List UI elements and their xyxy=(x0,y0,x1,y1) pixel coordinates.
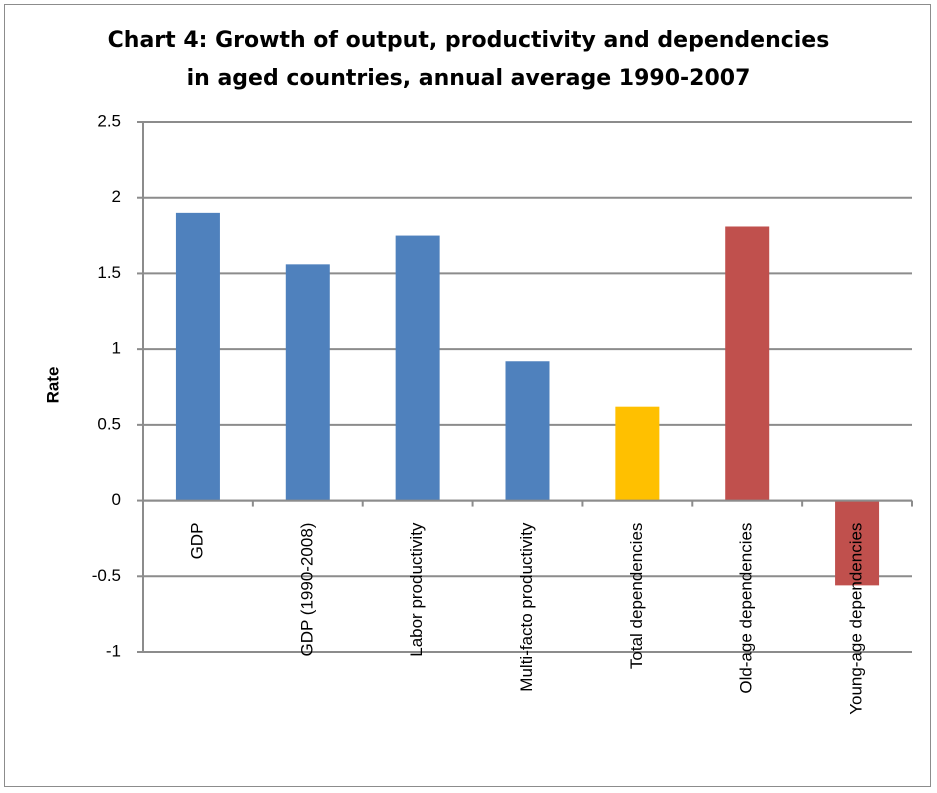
category-labels: GDP GDP (1990-2008) Labor productivity Mult… xyxy=(187,522,865,715)
y-tick-label: 0.5 xyxy=(97,414,121,433)
bar xyxy=(175,212,220,501)
y-tick-label: 1.5 xyxy=(97,263,121,282)
chart-title-line-2: in aged countries, annual average 1990-2… xyxy=(186,66,751,91)
bar xyxy=(835,500,880,586)
y-tick-labels: 2.5 2 1.5 1 0.5 0 -0.5 -1 xyxy=(92,111,121,660)
category-label: GDP xyxy=(187,523,206,560)
category-label: Total dependencies xyxy=(627,523,646,670)
bar xyxy=(285,264,330,501)
category-label: Old-age dependencies xyxy=(737,523,756,694)
chart-frame xyxy=(4,4,931,787)
category-label: Young-age dependencies xyxy=(847,523,866,715)
category-label: GDP (1990-2008) xyxy=(297,523,316,657)
y-tick-label: 2.5 xyxy=(97,111,121,130)
y-tick-label: 2 xyxy=(112,187,121,206)
chart-title-line-1: Chart 4: Growth of output, productivity … xyxy=(107,28,830,53)
y-tick-label: 1 xyxy=(112,339,121,358)
bar xyxy=(725,226,770,501)
category-label: Labor productivity xyxy=(407,522,426,657)
y-axis-label: Rate xyxy=(43,367,62,404)
bar xyxy=(615,406,660,501)
bar xyxy=(395,235,440,501)
axes xyxy=(142,122,913,652)
y-tick-label: 0 xyxy=(112,490,121,509)
gridlines xyxy=(137,121,912,653)
bar xyxy=(505,361,550,501)
bars xyxy=(175,212,880,586)
y-tick-label: -1 xyxy=(106,641,121,660)
y-tick-label: -0.5 xyxy=(92,566,121,585)
category-label: Multi-facto productivity xyxy=(517,522,536,692)
chart-title: Chart 4: Growth of output, productivity … xyxy=(0,22,937,98)
